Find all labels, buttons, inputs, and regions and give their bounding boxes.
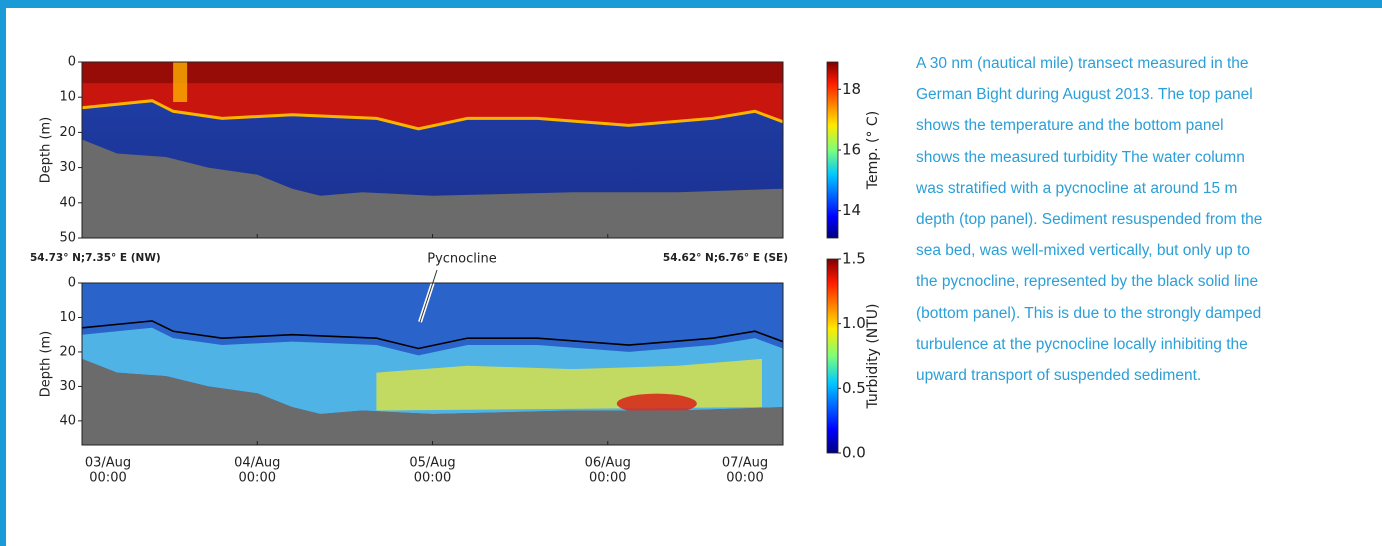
thermocline: [81, 99, 784, 131]
sediment-high: [616, 393, 697, 414]
caption-line: upward transport of suspended sediment.: [916, 367, 1202, 385]
pycnocline-line: [81, 320, 784, 350]
caption-line: (bottom panel). This is due to the stron…: [916, 304, 1262, 322]
x-tick-date: 06/Aug: [585, 456, 631, 471]
location-right: 54.62° N;6.76° E (SE): [663, 252, 788, 264]
caption-line: was stratified with a pycnocline at arou…: [916, 179, 1238, 197]
caption-line: A 30 nm (nautical mile) transect measure…: [916, 55, 1249, 72]
arrow: [419, 269, 438, 323]
y-tick-label: 30: [59, 379, 76, 394]
x-tick-time: 00:00: [726, 471, 763, 486]
y-tick-label: 10: [59, 90, 76, 105]
annotation: Pycnocline: [427, 252, 496, 267]
seabed: [82, 358, 783, 445]
colorbar-label: Turbidity (NTU): [865, 303, 881, 409]
y-axis-label: Depth (m): [39, 331, 54, 398]
warm-top: [82, 62, 783, 84]
x-tick-date: 07/Aug: [722, 456, 768, 471]
caption-line: the pycnocline, represented by the black…: [916, 273, 1259, 291]
y-tick-label: 0: [68, 276, 76, 291]
location-left: 54.73° N;7.35° E (NW): [30, 252, 161, 264]
caption-line: depth (top panel). Sediment resuspended …: [916, 211, 1263, 229]
y-axis-label: Depth (m): [39, 117, 54, 184]
colorbar-label: Temp. (° C): [865, 111, 881, 190]
colorbar: [826, 61, 839, 239]
warm-plume: [173, 62, 188, 102]
caption-line: shows the temperature and the bottom pan…: [916, 117, 1224, 135]
y-tick-label: 20: [59, 344, 76, 359]
x-tick-time: 00:00: [239, 471, 276, 486]
y-tick-label: 10: [59, 310, 76, 325]
colorbar: [826, 258, 839, 454]
colorbar-tick-label: 18: [842, 80, 861, 98]
bottom-panel: Pycnocline 0 10 20 30 40 Depth (m) 0.0 0.5 1.0 1.5…: [39, 250, 882, 462]
x-tick-date: 05/Aug: [409, 456, 455, 471]
caption-line: turbulence at the pycnocline locally inh…: [916, 335, 1248, 353]
x-tick-date: 03/Aug: [85, 456, 131, 471]
seabed: [82, 139, 783, 238]
y-tick-label: 40: [59, 413, 76, 428]
y-tick-label: 20: [59, 125, 76, 140]
colorbar-tick-label: 1.0: [842, 314, 866, 332]
y-tick-label: 40: [59, 195, 76, 210]
x-tick-time: 00:00: [89, 471, 126, 486]
colorbar-tick-label: 0.5: [842, 379, 866, 397]
y-tick-label: 30: [59, 160, 76, 175]
colorbar-tick-label: 14: [842, 201, 861, 219]
caption-line: sea bed, was well-mixed vertically, but …: [916, 242, 1250, 260]
caption-line: German Bight during August 2013. The top…: [916, 86, 1253, 104]
colorbar-tick-label: 16: [842, 141, 861, 159]
caption-line: shows the measured turbidity The water c…: [916, 148, 1245, 166]
x-tick-time: 00:00: [589, 471, 626, 486]
colorbar-tick-label: 1.5: [842, 250, 866, 268]
y-tick-label: 50: [59, 231, 76, 246]
colorbar-tick-label: 0.0: [842, 444, 866, 462]
caption: A 30 nm (nautical mile) transect measure…: [916, 48, 1356, 391]
x-tick-time: 00:00: [414, 471, 451, 486]
y-tick-label: 0: [68, 55, 76, 70]
x-tick-date: 04/Aug: [234, 456, 280, 471]
